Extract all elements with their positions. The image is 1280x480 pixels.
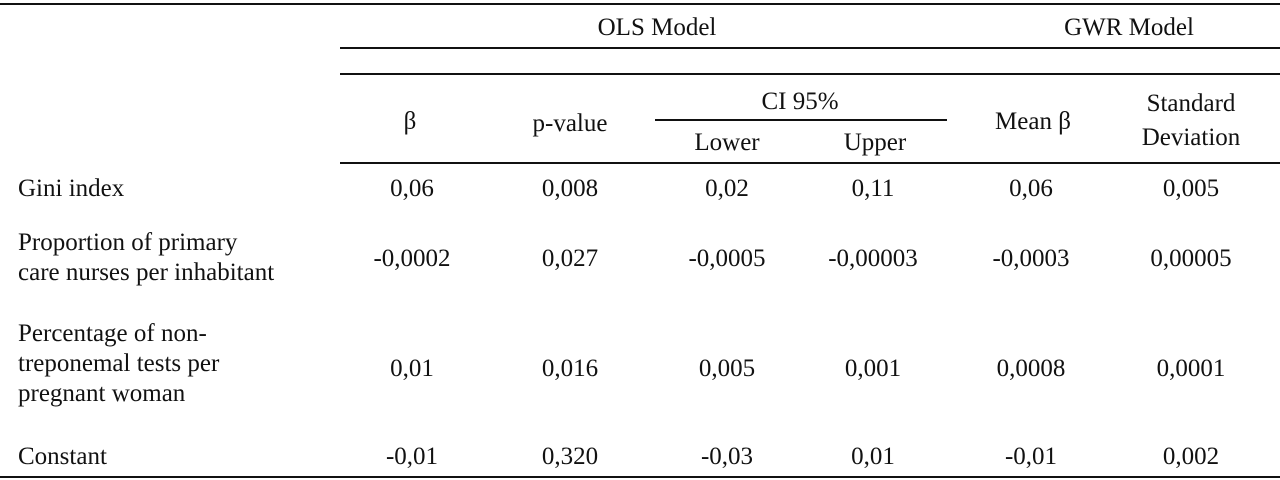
row-label-line: Gini index — [18, 175, 125, 202]
table-cell-beta: -0,01 — [385, 443, 439, 470]
ci-header: CI 95% — [761, 88, 839, 115]
table-cell-beta: 0,01 — [390, 355, 434, 382]
row-label: Constant — [18, 444, 107, 469]
table-cell-p-value: 0,008 — [541, 175, 599, 202]
subheader-rule — [340, 73, 1280, 75]
model-header-rule — [340, 47, 1280, 49]
table-cell-mean-beta: -0,01 — [1004, 443, 1058, 470]
bottom-rule — [0, 476, 1280, 478]
table-cell-ci-upper: 0,001 — [844, 355, 902, 382]
beta-header: β — [403, 108, 417, 135]
row-label-line: treponemal tests per — [18, 350, 220, 377]
p-value-header: p-value — [532, 110, 608, 137]
table-cell-ci-upper: 0,11 — [851, 175, 895, 202]
ci-upper-header: Upper — [843, 129, 907, 156]
table-cell-ci-upper: 0,01 — [851, 443, 895, 470]
row-label: Percentage of non- treponemal tests per … — [18, 319, 219, 409]
table-cell-beta: -0,0002 — [373, 245, 451, 272]
sd-header-line2: Deviation — [1141, 124, 1241, 151]
table-cell-mean-beta: -0,0003 — [992, 245, 1070, 272]
table-cell-sd: 0,0001 — [1156, 355, 1226, 382]
ols-model-header: OLS Model — [597, 14, 717, 41]
row-label-line: pregnant woman — [18, 380, 186, 407]
gwr-model-header: GWR Model — [1064, 14, 1194, 41]
mean-beta-header: Mean β — [995, 108, 1071, 135]
ci-rule — [655, 119, 947, 121]
table-cell-ci-lower: 0,02 — [705, 175, 749, 202]
table-cell-mean-beta: 0,06 — [1009, 175, 1053, 202]
table-cell-beta: 0,06 — [390, 175, 434, 202]
table-cell-p-value: 0,027 — [541, 245, 599, 272]
top-rule — [0, 3, 1280, 5]
row-label-line: Constant — [18, 443, 107, 470]
table-cell-sd: 0,005 — [1162, 175, 1220, 202]
column-header-bottom-rule — [340, 162, 1280, 164]
table-cell-sd: 0,00005 — [1150, 245, 1232, 272]
table-cell-ci-lower: -0,0005 — [688, 245, 766, 272]
row-label: Gini index — [18, 176, 124, 201]
row-label: Proportion of primary care nurses per in… — [18, 228, 274, 288]
row-label-line: care nurses per inhabitant — [18, 259, 275, 286]
table-cell-p-value: 0,016 — [541, 355, 599, 382]
sd-header-line1: Standard — [1146, 90, 1236, 117]
ci-lower-header: Lower — [694, 129, 760, 156]
table-cell-mean-beta: 0,0008 — [996, 355, 1066, 382]
row-label-line: Proportion of primary — [18, 229, 238, 256]
table-cell-sd: 0,002 — [1162, 443, 1220, 470]
table-cell-p-value: 0,320 — [541, 443, 599, 470]
table-cell-ci-lower: -0,03 — [700, 443, 754, 470]
table-cell-ci-upper: -0,00003 — [828, 245, 918, 272]
table-cell-ci-lower: 0,005 — [698, 355, 756, 382]
row-label-line: Percentage of non- — [18, 320, 207, 347]
